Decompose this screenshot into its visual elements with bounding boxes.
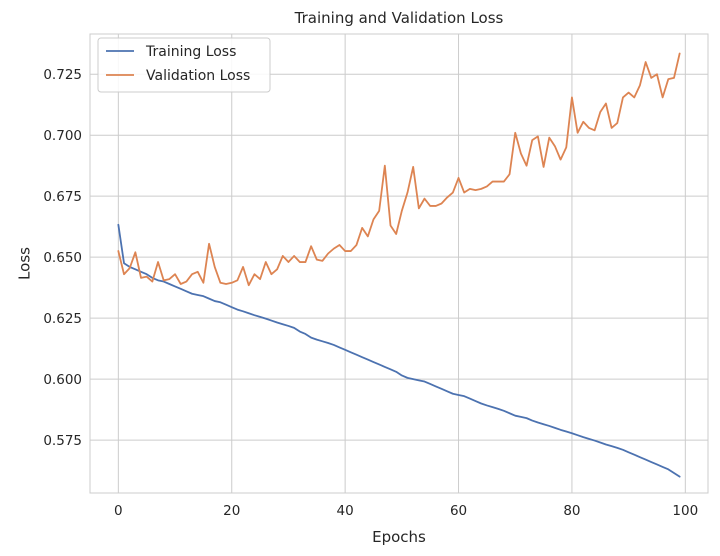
series-lines: [117, 52, 681, 478]
x-tick-label: 100: [672, 503, 698, 519]
x-tick-label: 0: [114, 503, 123, 519]
legend: Training Loss Validation Loss: [97, 37, 271, 93]
x-tick-label: 20: [223, 503, 240, 519]
x-tick-label: 40: [337, 503, 354, 519]
grid: [90, 34, 708, 493]
y-tick-label: 0.625: [43, 311, 82, 327]
y-tick-label: 0.650: [43, 250, 82, 266]
y-tick-label: 0.675: [43, 189, 82, 205]
y-tick-label: 0.575: [43, 433, 82, 449]
legend-box: [97, 37, 271, 93]
y-tick-label: 0.700: [43, 128, 82, 144]
series-line-validation-loss: [117, 52, 681, 287]
legend-entry: Training Loss: [145, 44, 236, 60]
x-tick-label: 80: [563, 503, 580, 519]
x-axis-label: Epochs: [372, 528, 426, 546]
y-axis-label: Loss: [15, 247, 33, 280]
tick-labels: 0 20 40 60 80 100 0.575 0.600 0.625 0.650 0.675 0.7…: [43, 67, 698, 519]
plot-frame: [89, 33, 709, 494]
y-tick-label: 0.600: [43, 372, 82, 388]
series-line-training-loss: [117, 223, 681, 478]
x-tick-label: 60: [450, 503, 467, 519]
chart-title: Training and Validation Loss: [294, 9, 504, 27]
y-tick-label: 0.725: [43, 67, 82, 83]
legend-entry: Validation Loss: [146, 68, 250, 84]
